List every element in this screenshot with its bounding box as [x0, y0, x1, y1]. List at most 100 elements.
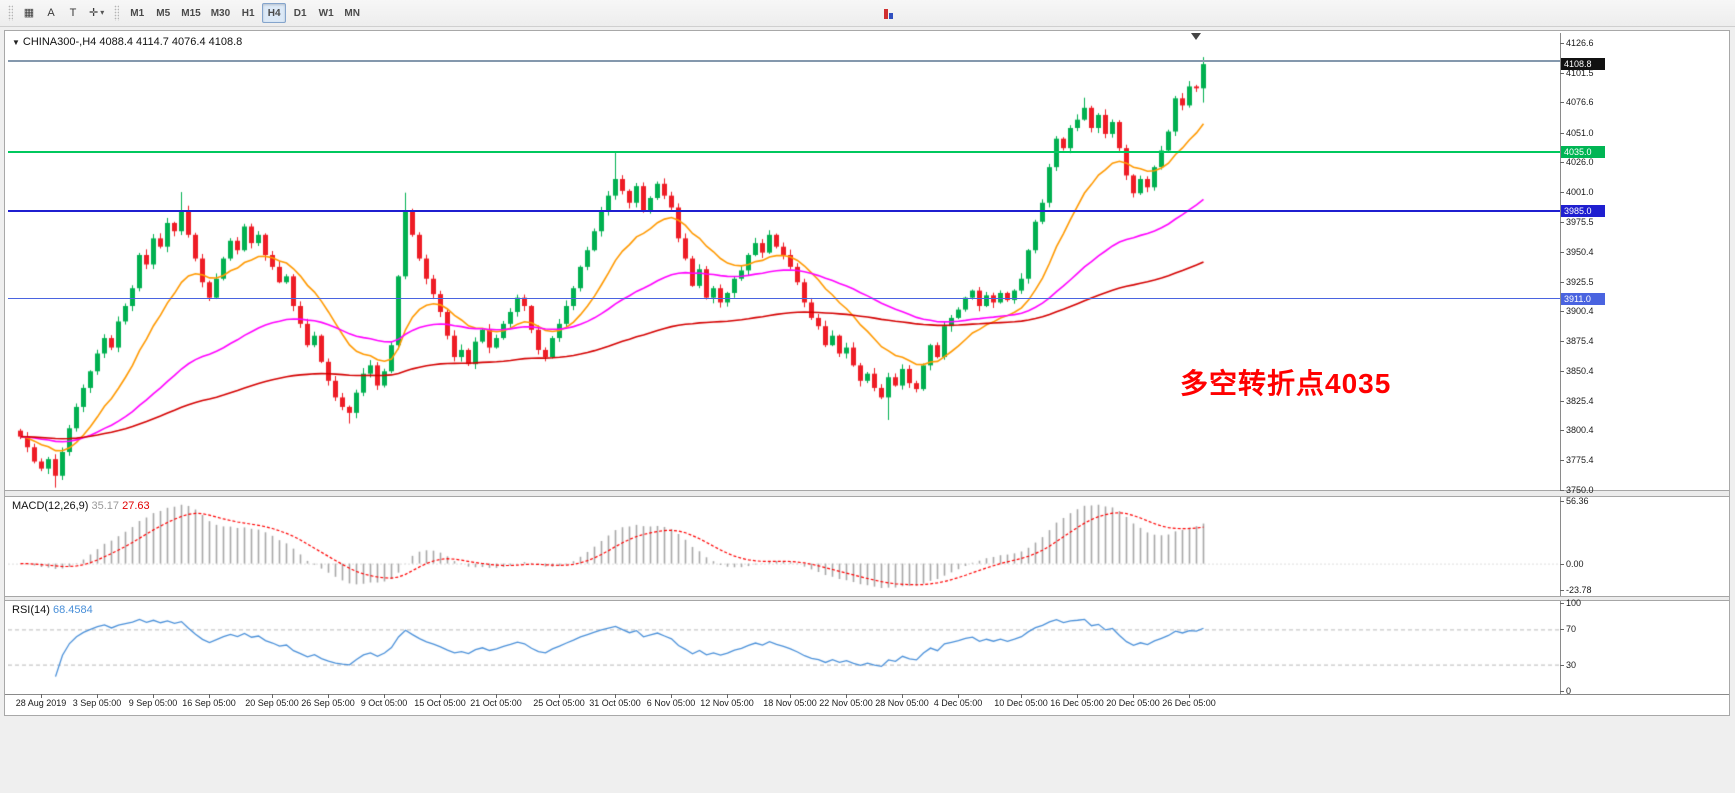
timeframe-button-M5[interactable]: M5	[151, 3, 175, 23]
time-label: 12 Nov 05:00	[700, 698, 754, 708]
hline-4035[interactable]	[8, 150, 1560, 153]
time-label: 16 Sep 05:00	[182, 698, 236, 708]
hline-3911[interactable]	[8, 298, 1560, 300]
price-tick-label: 3800.4	[1566, 425, 1594, 436]
price-tick-label: 3825.4	[1566, 395, 1594, 406]
time-label: 9 Sep 05:00	[128, 698, 178, 708]
drawing-tools-group: ▦ A T ✛ ▾	[18, 3, 109, 24]
time-label: 16 Dec 05:00	[1050, 698, 1104, 708]
mini-chart-bar-red	[884, 9, 888, 19]
price-tick-label: 3950.4	[1566, 247, 1594, 258]
price-tick-mark	[1560, 72, 1564, 74]
price-tick-label: 3850.4	[1566, 365, 1594, 376]
rsi-axis-label: 70	[1566, 624, 1577, 635]
time-tick	[97, 694, 98, 698]
timeframe-group: M1 M5 M15 M30 H1 H4 D1 W1 MN	[124, 3, 365, 24]
time-label: 20 Dec 05:00	[1106, 698, 1160, 708]
time-label: 20 Sep 05:00	[245, 698, 299, 708]
time-tick	[615, 694, 616, 698]
crosshair-tool-icon[interactable]: ✛ ▾	[85, 3, 108, 23]
time-label: 26 Sep 05:00	[301, 698, 355, 708]
text-tool-icon[interactable]: T	[63, 3, 83, 23]
macd-signal-value: 27.63	[122, 500, 150, 512]
timeframe-button-H4[interactable]: H4	[262, 3, 287, 24]
rsi-axis-tick	[1560, 664, 1564, 666]
time-axis-separator	[5, 694, 1729, 695]
hline-3985[interactable]	[8, 210, 1560, 213]
macd-axis-tick	[1560, 590, 1564, 591]
price-tick-label: 3975.5	[1566, 217, 1594, 228]
time-tick	[440, 694, 441, 698]
macd-label-row: MACD(12,26,9) 35.17 27.63	[12, 500, 150, 512]
panel-separator-2[interactable]	[5, 596, 1729, 601]
mini-chart-icon[interactable]	[884, 8, 896, 19]
price-tick-mark	[1560, 459, 1564, 461]
rsi-axis-label: 100	[1566, 598, 1582, 608]
time-label: 31 Oct 05:00	[589, 698, 641, 708]
timeframe-button-W1[interactable]: W1	[314, 3, 338, 23]
toolbar-grip-2[interactable]	[114, 5, 120, 21]
price-tick-label: 4126.6	[1566, 38, 1594, 48]
price-tag-4035.0: 4035.0	[1561, 145, 1605, 158]
time-tick	[1189, 694, 1190, 698]
timeframe-button-M1[interactable]: M1	[125, 3, 149, 23]
time-label: 4 Dec 05:00	[933, 698, 983, 708]
macd-canvas[interactable]	[8, 497, 1560, 596]
rsi-canvas[interactable]	[8, 601, 1560, 693]
macd-main-value: 35.17	[91, 500, 120, 512]
symbol-period-label: CHINA300-,H4	[22, 36, 97, 48]
timeframe-button-M15[interactable]: M15	[177, 3, 204, 23]
time-tick	[846, 694, 847, 698]
price-tick-label: 3775.4	[1566, 454, 1594, 465]
chart-menu-arrow-icon[interactable]: ▼	[12, 38, 20, 47]
time-tick	[902, 694, 903, 698]
rsi-label-row: RSI(14) 68.4584	[12, 604, 93, 616]
timeframe-button-M30[interactable]: M30	[207, 3, 234, 23]
price-tag-4108.8: 4108.8	[1561, 58, 1605, 71]
macd-label: MACD(12,26,9)	[12, 500, 89, 512]
rsi-label: RSI(14)	[12, 604, 50, 616]
timeframe-button-D1[interactable]: D1	[288, 3, 312, 23]
price-tag-3985.0: 3985.0	[1561, 205, 1605, 218]
time-tick	[272, 694, 273, 698]
price-tick-mark	[1560, 162, 1564, 164]
time-label: 28 Nov 05:00	[875, 698, 929, 708]
price-tick-label: 3925.5	[1566, 276, 1594, 287]
price-tick-label: 4026.0	[1566, 157, 1594, 168]
time-tick	[41, 694, 42, 698]
main-chart-canvas[interactable]	[8, 33, 1560, 493]
annotation-text[interactable]: 多空转折点4035	[1180, 368, 1392, 399]
time-tick	[496, 694, 497, 698]
time-label: 6 Nov 05:00	[646, 698, 696, 708]
price-axis-separator	[1560, 33, 1561, 694]
time-tick	[1077, 694, 1078, 698]
price-tick-mark	[1560, 400, 1564, 402]
time-label: 10 Dec 05:00	[994, 698, 1048, 708]
panel-separator-1[interactable]	[5, 490, 1729, 497]
price-tick-mark	[1560, 370, 1564, 372]
time-label: 3 Sep 05:00	[72, 698, 122, 708]
price-tick-label: 4076.6	[1566, 97, 1594, 108]
price-tick-label: 4051.0	[1566, 127, 1594, 138]
price-tick-mark	[1560, 490, 1564, 491]
chart-window-icon[interactable]: ▦	[19, 3, 39, 23]
time-label: 21 Oct 05:00	[470, 698, 522, 708]
macd-axis-tick	[1560, 563, 1564, 565]
rsi-axis-tick	[1560, 629, 1564, 631]
time-tick	[790, 694, 791, 698]
chart-shift-marker[interactable]	[1191, 33, 1201, 40]
price-tick-label: 4101.5	[1566, 67, 1594, 78]
rsi-axis-tick	[1560, 691, 1564, 692]
timeframe-button-H1[interactable]: H1	[236, 3, 260, 23]
price-tick-label: 3900.4	[1566, 306, 1594, 317]
time-tick	[153, 694, 154, 698]
time-tick	[1133, 694, 1134, 698]
timeframe-button-MN[interactable]: MN	[340, 3, 364, 23]
price-tick-label: 4001.0	[1566, 187, 1594, 198]
price-tick-mark	[1560, 311, 1564, 313]
hline-top-gray[interactable]	[8, 59, 1560, 62]
macd-axis-label: 0.00	[1566, 558, 1584, 569]
mini-chart-bar-blue	[889, 13, 893, 19]
text-label-icon[interactable]: A	[41, 3, 61, 23]
toolbar-grip[interactable]	[8, 5, 13, 21]
